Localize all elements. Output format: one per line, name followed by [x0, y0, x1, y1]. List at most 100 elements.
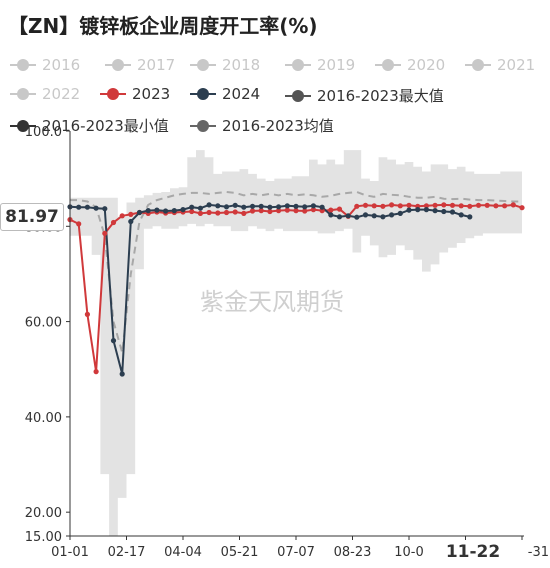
legend-label: 2016-2023最大值 [317, 87, 444, 105]
point-2024 [293, 203, 299, 209]
legend-marker-icon [190, 58, 216, 72]
point-2023 [441, 202, 447, 208]
point-2023 [110, 219, 117, 226]
point-2024 [241, 204, 247, 210]
legend-item-2023[interactable]: 2023 [100, 85, 170, 103]
legend-item-2018[interactable]: 2018 [190, 56, 260, 74]
point-2023 [302, 208, 308, 214]
point-2024 [180, 207, 186, 213]
point-2024 [93, 205, 99, 211]
point-2023 [380, 203, 386, 209]
point-2023 [362, 202, 369, 208]
legend-marker-icon [375, 58, 401, 72]
point-2024 [397, 210, 403, 216]
legend-item-2016[interactable]: 2016 [10, 56, 80, 74]
point-2024 [119, 371, 125, 377]
x-tick-label: 05-21 [221, 545, 259, 560]
legend-marker-icon [285, 89, 311, 103]
legend-item-2016-2023[interactable]: 2016-2023最大值 [285, 85, 444, 106]
legend-label: 2023 [132, 85, 171, 103]
point-2024 [380, 214, 386, 220]
point-2023 [467, 203, 473, 209]
point-2023 [371, 203, 377, 209]
point-2024 [319, 204, 325, 210]
point-2023 [249, 208, 256, 214]
point-2024 [276, 204, 282, 210]
legend-marker-icon [465, 58, 491, 72]
point-2024 [154, 207, 160, 213]
legend-marker-icon [285, 58, 311, 72]
x-tick-label: 07-07 [277, 545, 315, 560]
point-2024 [467, 214, 473, 220]
y-tick-label: 40.00 [25, 411, 62, 426]
point-2024 [302, 204, 308, 210]
point-2024 [223, 204, 230, 210]
point-2023 [76, 221, 82, 227]
legend-item-2022[interactable]: 2022 [10, 85, 80, 103]
legend-label: 2022 [42, 85, 81, 103]
legend-label: 2018 [222, 56, 261, 74]
legend-item-2020[interactable]: 2020 [375, 56, 445, 74]
x-tick-label: -31 [528, 545, 549, 560]
chart-title: 【ZN】镀锌板企业周度开工率(%) [8, 14, 318, 38]
point-2023 [119, 213, 125, 219]
legend-item-2024[interactable]: 2024 [190, 85, 260, 103]
legend-marker-icon [105, 58, 131, 72]
watermark: 紫金天风期货 [200, 288, 344, 316]
point-2023 [493, 203, 499, 209]
max-min-band-area [70, 150, 522, 536]
point-2023 [502, 203, 508, 209]
legend-label: 2016 [42, 56, 81, 74]
y-tick-label: 15.00 [25, 530, 62, 545]
legend-item-2016-2023[interactable]: 2016-2023最小值 [10, 115, 169, 136]
legend-label: 2020 [407, 56, 446, 74]
point-2024 [362, 212, 369, 218]
legend-item-2021[interactable]: 2021 [465, 56, 535, 74]
legend-item-2019[interactable]: 2019 [285, 56, 355, 74]
point-2024 [423, 207, 429, 213]
legend-item-2016-2023[interactable]: 2016-2023均值 [190, 115, 334, 136]
legend-marker-icon [190, 87, 216, 101]
point-2023 [293, 208, 299, 214]
x-tick-label: 10-0 [394, 545, 424, 560]
point-2024 [258, 203, 264, 209]
point-2023 [423, 203, 429, 209]
point-2024 [371, 213, 377, 219]
legend-label: 2021 [497, 56, 536, 74]
legend-item-2017[interactable]: 2017 [105, 56, 175, 74]
point-2024 [415, 207, 421, 213]
point-2024 [232, 202, 238, 208]
point-2023 [284, 207, 290, 213]
x-tick-label: 02-17 [108, 545, 146, 560]
point-2024 [128, 218, 134, 225]
point-2023 [519, 205, 525, 211]
legend-marker-icon [10, 58, 36, 72]
point-2023 [484, 202, 490, 208]
point-2023 [102, 230, 108, 236]
legend-marker-icon [190, 119, 216, 133]
point-2024 [76, 204, 82, 210]
legend-label: 2016-2023均值 [222, 117, 334, 135]
point-2023 [232, 209, 238, 215]
point-2023 [189, 208, 195, 215]
point-2023 [336, 206, 343, 212]
point-2024 [336, 214, 343, 220]
point-2024 [389, 212, 395, 218]
point-2023 [267, 208, 273, 215]
point-2023 [389, 202, 395, 208]
min-max-band [70, 150, 522, 536]
legend-marker-icon [10, 87, 36, 101]
x-tick-label: 08-23 [334, 545, 372, 560]
point-2024 [441, 208, 447, 215]
point-2024 [189, 204, 195, 210]
point-2023 [197, 210, 203, 216]
y-tick-label: 20.00 [25, 506, 62, 521]
point-2024 [145, 208, 151, 214]
point-2023 [406, 202, 412, 208]
legend-label: 2024 [222, 85, 261, 103]
axes: 15.0020.0040.0060.0080.00100.001-0102-17… [25, 125, 549, 560]
point-2024 [345, 213, 351, 219]
point-2023 [354, 203, 360, 209]
point-2024 [136, 209, 143, 216]
